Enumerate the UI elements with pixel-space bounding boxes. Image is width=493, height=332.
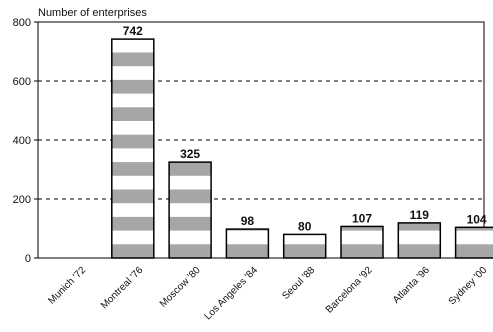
bar-stripe [111,134,154,149]
bar-outline [282,233,327,259]
value-label: 80 [298,219,312,233]
value-label: 119 [410,208,430,222]
bar-stripe [283,244,326,258]
gridlines [38,80,484,200]
bar [168,161,212,259]
bar-stripe [341,244,383,258]
bar-outline [340,225,384,259]
x-tick-label: Moscow '80 [158,265,203,310]
y-axis-label: Number of enterprises [38,7,147,19]
y-tick-label: 600 [13,76,31,88]
x-tick-label: Montreal '76 [99,265,146,312]
value-label: 107 [352,211,372,225]
y-tick-label: 0 [25,253,31,265]
bar-stripe [111,189,154,204]
bar-body [169,162,212,258]
x-tick-label: Barcelona '92 [324,265,375,316]
bar-stripe [226,229,269,231]
bar [340,225,384,259]
bar-stripe [169,244,212,258]
bar [111,38,155,259]
bar-stripe [398,244,441,258]
bar-stripe [169,189,212,204]
bars [111,38,493,259]
bar-stripe [111,216,154,231]
bar-outline [168,161,212,259]
value-label: 742 [123,24,143,38]
bar-stripe [398,222,441,231]
bar-outline [454,226,493,259]
x-tick-label: Seoul '88 [280,265,317,302]
bar-outline [111,38,155,259]
bar-stripe [111,52,154,67]
bar-stripe [226,244,269,258]
bar-stripe [455,244,493,258]
bar-outline [397,222,442,259]
bar [397,222,442,259]
y-tick-label: 800 [13,17,31,29]
x-tick-label: Munich '72 [46,265,88,307]
x-tick-label: Sydney '00 [447,265,490,308]
value-label: 98 [241,214,255,228]
y-axis-ticks: 0 200 400 600 800 [13,17,38,265]
bar [225,228,270,259]
value-label: 104 [467,212,487,226]
value-label: 325 [180,147,200,161]
value-labels: 742 325 98 80 107 119 104 [123,24,487,233]
x-tick-label: Atlanta '96 [391,265,432,306]
bar-stripe [111,244,154,258]
bar-stripe [455,227,493,231]
bar-stripe [111,162,154,176]
bar-stripe [111,79,154,94]
bar-outline [225,228,270,259]
y-tick-label: 200 [13,194,31,206]
bar [282,233,327,259]
x-axis-labels: Munich '72 Montreal '76 Moscow '80 Los Ange… [46,265,489,323]
bar-stripe [169,162,212,176]
bar-stripe [111,107,154,121]
bar [454,226,493,259]
y-tick-label: 400 [13,135,31,147]
x-tick-label: Los Angeles '84 [203,265,261,323]
bar-stripe [169,216,212,231]
bar-stripe [341,226,383,231]
